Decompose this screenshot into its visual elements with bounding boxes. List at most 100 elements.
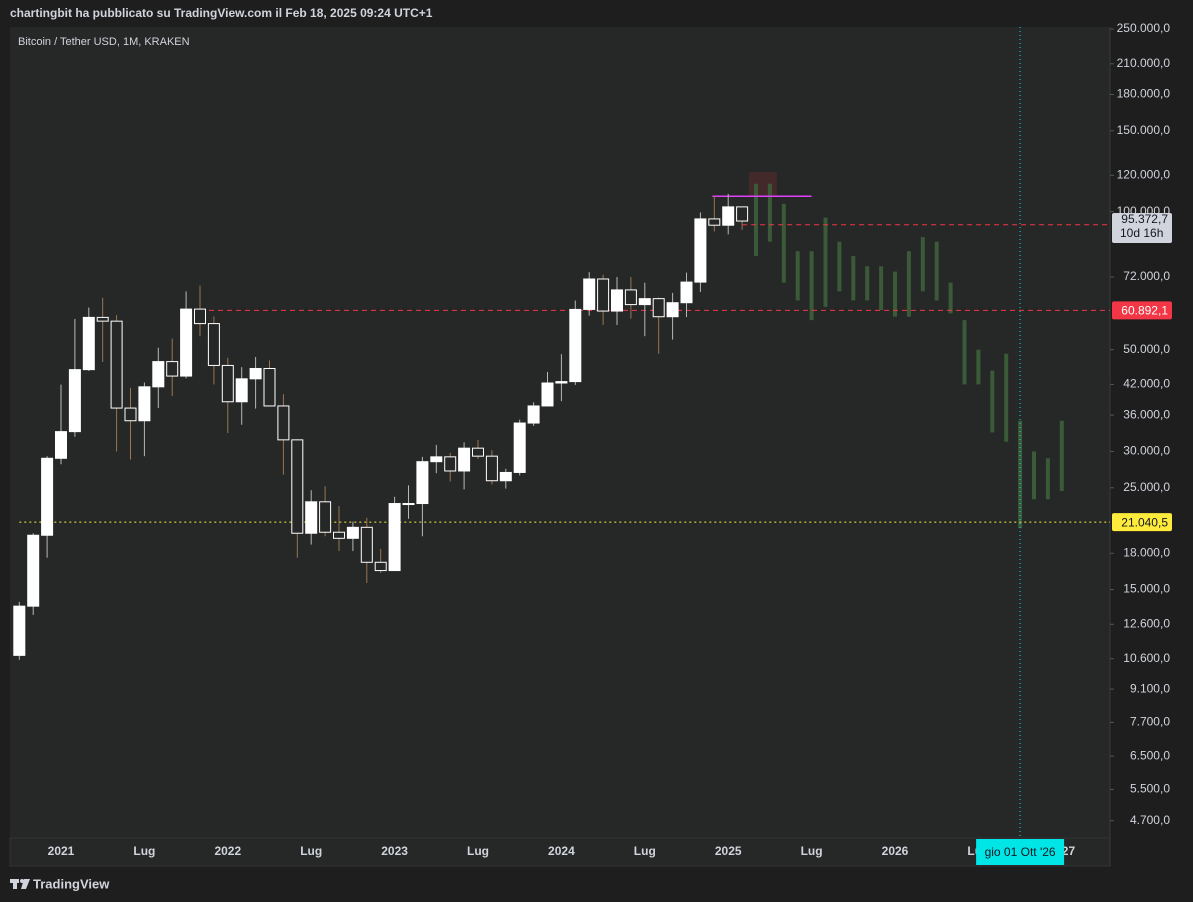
y-tick-label: 72.000,0: [1123, 269, 1170, 283]
logo: [10, 879, 30, 889]
candle-body: [541, 382, 554, 407]
y-tick-label: 9.100,0: [1130, 681, 1170, 695]
cursor-label: gio 01 Ott '26: [985, 845, 1056, 859]
projection-bar: [990, 370, 995, 433]
x-tick-label: Lug: [300, 844, 322, 858]
candle-body: [124, 407, 137, 422]
candle-body: [611, 289, 623, 312]
y-tick-label: 250.000,0: [1117, 21, 1171, 35]
projection-bar: [851, 256, 856, 301]
projection-bar: [865, 266, 870, 301]
level-label: 60.892,1: [1121, 304, 1168, 318]
candle-body: [444, 456, 457, 472]
cursor-label-bg: [976, 839, 1065, 865]
y-tick-label: 7.700,0: [1130, 715, 1170, 729]
candle-body: [41, 457, 54, 536]
y-tick-label: 18.000,0: [1123, 545, 1170, 559]
candle-body: [485, 455, 498, 482]
y-tick-label: 42.000,0: [1123, 377, 1170, 391]
projection-bar: [1004, 353, 1009, 442]
candle-body: [333, 531, 345, 539]
candle-body: [527, 405, 540, 424]
candle-body: [221, 364, 234, 403]
projection-bar: [948, 282, 953, 314]
candle-body: [235, 378, 248, 403]
countdown-label: 10d 16h: [1120, 226, 1163, 240]
candle-body: [180, 308, 193, 377]
projection-bar: [879, 266, 884, 311]
projection-bar: [1059, 420, 1064, 491]
y-tick-label: 15.000,0: [1123, 582, 1170, 596]
candle-body: [166, 361, 179, 377]
candle-body: [207, 323, 220, 366]
plot-area: [10, 27, 1110, 838]
candle-body: [138, 386, 151, 422]
candle-body: [694, 218, 707, 283]
candle-body: [68, 369, 81, 433]
projection-bar: [754, 183, 758, 257]
candle-body: [263, 367, 276, 407]
candle-body: [346, 526, 359, 539]
y-tick-label: 30.000,0: [1123, 444, 1170, 458]
y-tick-label: 10.600,0: [1123, 651, 1170, 665]
candle-body: [416, 461, 429, 505]
candle-body: [569, 308, 582, 383]
candle-body: [291, 439, 304, 534]
y-tick-label: 120.000,0: [1117, 167, 1171, 181]
candle-body: [82, 316, 95, 371]
candle-body: [374, 561, 387, 572]
x-tick-label: 2025: [715, 844, 742, 858]
projection-bar: [920, 237, 925, 292]
y-tick-label: 50.000,0: [1123, 342, 1170, 356]
x-tick-label: 2024: [548, 844, 575, 858]
candle-body: [722, 206, 735, 226]
projection-bar: [1032, 451, 1036, 500]
candle-body: [583, 278, 596, 310]
candle-body: [27, 534, 40, 607]
candle-body: [513, 422, 526, 473]
x-tick-label: Lug: [467, 844, 489, 858]
projection-bar: [837, 241, 842, 292]
projection-bar: [906, 251, 911, 317]
candle-body: [652, 298, 665, 318]
candle-body: [55, 431, 67, 459]
candle-body: [472, 447, 484, 457]
projection-bar: [767, 183, 772, 242]
symbol-title: Bitcoin / Tether USD, 1M, KRAKEN: [18, 36, 190, 48]
candle-body: [402, 503, 415, 506]
candle-body: [555, 381, 568, 384]
last-price-label: 95.372,7: [1121, 212, 1168, 226]
y-tick-label: 5.500,0: [1130, 782, 1170, 796]
candle-body: [277, 405, 290, 441]
x-tick-label: Lug: [133, 844, 155, 858]
x-tick-label: Lug: [801, 844, 823, 858]
candle-body: [152, 361, 165, 388]
projection-bar: [795, 251, 800, 301]
candle-body: [458, 447, 471, 472]
candle-body: [430, 456, 443, 463]
candle-body: [110, 320, 123, 409]
candle-body: [736, 206, 749, 222]
candle-body: [666, 302, 679, 318]
time-axis: [9, 837, 1111, 867]
candle-body: [499, 471, 512, 482]
candle-body: [13, 605, 26, 656]
x-tick-label: Lug: [634, 844, 656, 858]
projection-bar: [962, 320, 967, 385]
projection-bar: [781, 203, 786, 283]
x-tick-label: 2023: [381, 844, 408, 858]
candle-body: [624, 289, 637, 306]
projection-bar: [823, 217, 828, 307]
candle-body: [305, 501, 318, 534]
projection-bar: [893, 271, 897, 317]
x-tick-label: 2026: [882, 844, 909, 858]
footer-brand: TradingView: [33, 876, 110, 891]
candle-body: [597, 278, 610, 312]
candle-body: [388, 503, 401, 572]
candle-body: [319, 501, 332, 533]
last-price-bg: [1112, 213, 1172, 244]
candle-body: [249, 367, 262, 380]
header: chartingbit ha pubblicato su TradingView…: [10, 6, 433, 20]
y-tick-label: 25.000,0: [1123, 480, 1170, 494]
